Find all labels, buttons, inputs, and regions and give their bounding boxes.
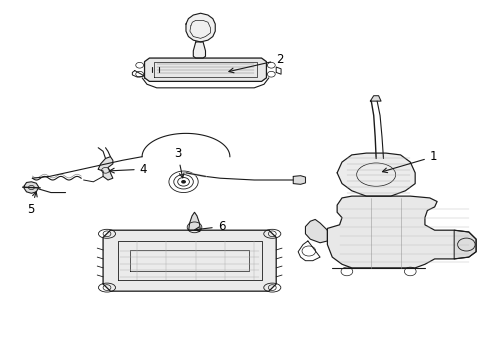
Polygon shape — [193, 42, 205, 58]
Circle shape — [181, 180, 185, 184]
Text: 1: 1 — [382, 150, 436, 173]
Polygon shape — [453, 230, 475, 259]
Text: 4: 4 — [109, 163, 147, 176]
Polygon shape — [144, 58, 266, 81]
Text: 5: 5 — [27, 192, 37, 216]
Polygon shape — [327, 196, 475, 268]
Polygon shape — [98, 157, 113, 180]
Text: 2: 2 — [228, 53, 283, 73]
Polygon shape — [369, 96, 380, 101]
Polygon shape — [103, 230, 276, 291]
Text: 3: 3 — [173, 147, 183, 178]
Polygon shape — [24, 182, 39, 193]
Polygon shape — [185, 13, 215, 42]
Polygon shape — [293, 176, 305, 184]
Text: 6: 6 — [194, 220, 224, 233]
Polygon shape — [305, 220, 327, 243]
Polygon shape — [188, 212, 200, 230]
Polygon shape — [336, 153, 414, 196]
